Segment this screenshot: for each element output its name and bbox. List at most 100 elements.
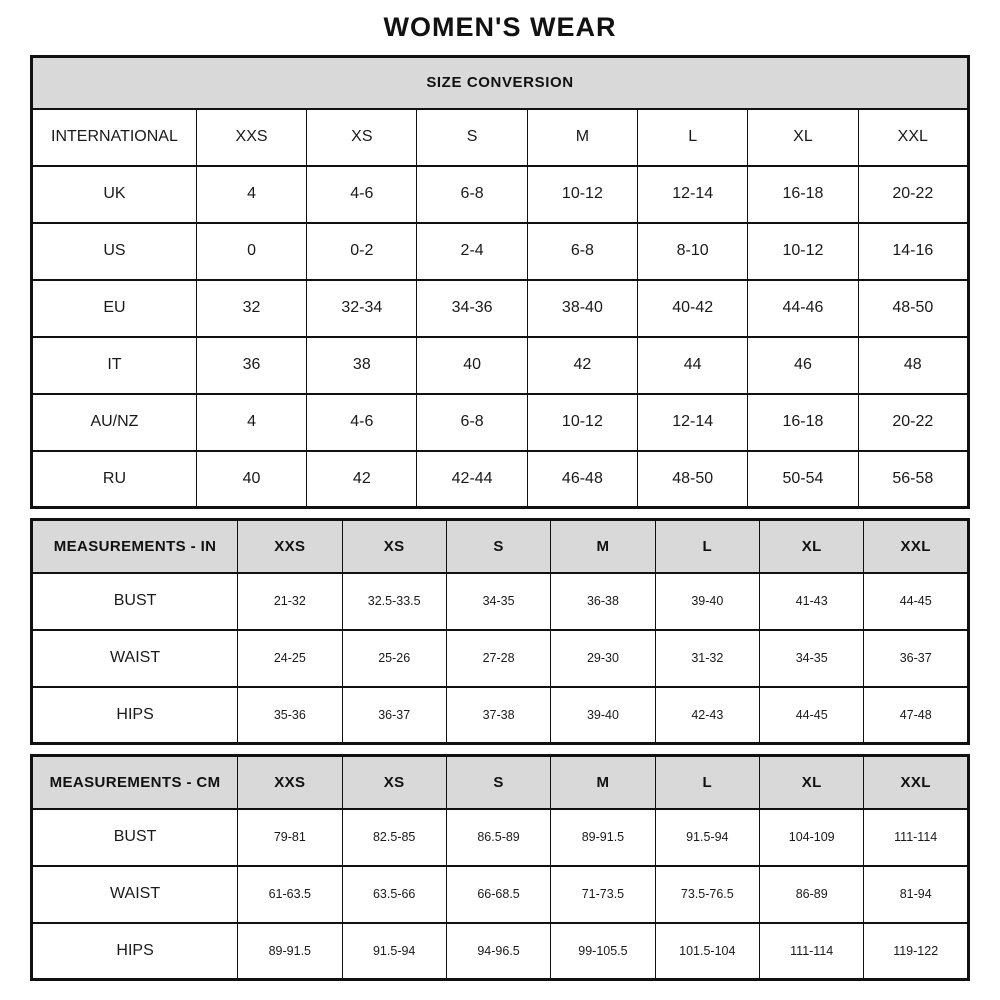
cell-waist-in-l: 31-32 (654, 628, 761, 688)
cell-hips-cm-xl: 111-114 (758, 921, 865, 981)
cell-us-xxl: 14-16 (857, 221, 970, 281)
row-label-it: IT (31, 335, 197, 395)
cell-us-l: 8-10 (637, 221, 749, 281)
cell-ru-l: 48-50 (637, 449, 749, 509)
cell-it-m: 42 (526, 335, 639, 395)
cell-aunz-xs: 4-6 (306, 392, 418, 452)
cell-it-xxs: 36 (195, 335, 308, 395)
cell-waist-cm-m: 71-73.5 (550, 864, 656, 924)
cell-bust-cm-xxl: 111-114 (863, 807, 969, 867)
cell-waist-cm-xxs: 61-63.5 (237, 864, 343, 924)
size-header-xxl: XXL (863, 518, 969, 574)
table-row-bust-in: BUST 21-32 32.5-33.5 34-35 36-38 39-40 4… (30, 571, 969, 631)
cell-bust-in-s: 34-35 (445, 571, 552, 631)
cell-waist-in-xs: 25-26 (341, 628, 447, 688)
cell-uk-s: 6-8 (416, 164, 528, 224)
cell-aunz-xl: 16-18 (747, 392, 859, 452)
cell-hips-cm-m: 99-105.5 (550, 921, 656, 981)
size-header-xxs: XXS (237, 518, 343, 574)
table-row-waist-cm: WAIST 61-63.5 63.5-66 66-68.5 71-73.5 73… (30, 864, 969, 924)
size-header-s: S (445, 518, 552, 574)
column-header-row: INTERNATIONAL XXS XS S M L XL XXL (31, 107, 970, 167)
cell-hips-in-m: 39-40 (550, 685, 656, 745)
cell-it-xxl: 48 (857, 335, 970, 395)
table-banner-row: SIZE CONVERSION (31, 55, 969, 110)
row-label-us: US (31, 221, 197, 281)
measurements-cm-title: MEASUREMENTS - CM (30, 754, 239, 810)
cell-ru-m: 46-48 (526, 449, 639, 509)
table-row-ru: RU 40 42 42-44 46-48 48-50 50-54 56-58 (31, 449, 970, 509)
table-row-uk: UK 4 4-6 6-8 10-12 12-14 16-18 20-22 (31, 164, 970, 224)
page-title: WOMEN'S WEAR (383, 12, 617, 42)
row-label-hips: HIPS (30, 921, 239, 981)
cell-uk-xs: 4-6 (306, 164, 418, 224)
row-label-aunz: AU/NZ (31, 392, 197, 452)
cell-waist-cm-xs: 63.5-66 (341, 864, 447, 924)
table-row-us: US 0 0-2 2-4 6-8 8-10 10-12 14-16 (31, 221, 970, 281)
row-label-waist: WAIST (30, 864, 239, 924)
table-row-waist-in: WAIST 24-25 25-26 27-28 29-30 31-32 34-3… (30, 628, 969, 688)
cell-bust-cm-xl: 104-109 (758, 807, 865, 867)
row-label-bust: BUST (30, 807, 239, 867)
cell-eu-xxs: 32 (195, 278, 308, 338)
cell-hips-in-xxs: 35-36 (237, 685, 343, 745)
table-row-hips-in: HIPS 35-36 36-37 37-38 39-40 42-43 44-45… (30, 685, 969, 745)
cell-bust-cm-xxs: 79-81 (237, 807, 343, 867)
size-conversion-banner: SIZE CONVERSION (31, 55, 969, 110)
cell-hips-cm-xs: 91.5-94 (341, 921, 447, 981)
size-header-xl: XL (758, 754, 865, 810)
cell-hips-in-xxl: 47-48 (863, 685, 969, 745)
table-row-bust-cm: BUST 79-81 82.5-85 86.5-89 89-91.5 91.5-… (30, 807, 969, 867)
size-header-s: S (445, 754, 552, 810)
cell-waist-in-m: 29-30 (550, 628, 656, 688)
cell-us-xxs: 0 (195, 221, 308, 281)
cell-eu-l: 40-42 (637, 278, 749, 338)
row-label-uk: UK (31, 164, 197, 224)
measurements-cm-header-row: MEASUREMENTS - CM XXS XS S M L XL XXL (30, 754, 969, 810)
cell-ru-xxs: 40 (195, 449, 308, 509)
cell-uk-xxl: 20-22 (857, 164, 970, 224)
cell-bust-cm-l: 91.5-94 (654, 807, 761, 867)
cell-uk-m: 10-12 (526, 164, 639, 224)
cell-hips-cm-l: 101.5-104 (654, 921, 761, 981)
cell-bust-in-xxs: 21-32 (237, 571, 343, 631)
cell-it-xl: 46 (747, 335, 859, 395)
cell-bust-in-xxl: 44-45 (863, 571, 969, 631)
size-header-xs: XS (341, 754, 447, 810)
cell-hips-cm-s: 94-96.5 (445, 921, 552, 981)
cell-waist-in-xxs: 24-25 (237, 628, 343, 688)
cell-aunz-xxs: 4 (195, 392, 308, 452)
cell-aunz-s: 6-8 (416, 392, 528, 452)
cell-aunz-xxl: 20-22 (857, 392, 970, 452)
cell-eu-xs: 32-34 (306, 278, 418, 338)
cell-us-xl: 10-12 (747, 221, 859, 281)
cell-it-xs: 38 (306, 335, 418, 395)
size-header-m: M (550, 518, 656, 574)
measurements-in-header-row: MEASUREMENTS - IN XXS XS S M L XL XXL (30, 518, 969, 574)
cell-hips-cm-xxs: 89-91.5 (237, 921, 343, 981)
size-conversion-table: SIZE CONVERSION INTERNATIONAL XXS XS S M… (30, 55, 970, 509)
column-header-s: S (416, 107, 528, 167)
column-header-xxs: XXS (195, 107, 308, 167)
cell-waist-in-xxl: 36-37 (863, 628, 969, 688)
cell-us-xs: 0-2 (306, 221, 418, 281)
size-header-xl: XL (758, 518, 865, 574)
cell-it-s: 40 (416, 335, 528, 395)
measurements-cm-table: MEASUREMENTS - CM XXS XS S M L XL XXL BU… (30, 754, 970, 981)
row-label-ru: RU (31, 449, 197, 509)
cell-bust-cm-m: 89-91.5 (550, 807, 656, 867)
column-header-international: INTERNATIONAL (31, 107, 197, 167)
cell-uk-xl: 16-18 (747, 164, 859, 224)
cell-eu-xxl: 48-50 (857, 278, 970, 338)
row-label-eu: EU (31, 278, 197, 338)
column-header-xl: XL (747, 107, 859, 167)
cell-ru-xs: 42 (306, 449, 418, 509)
measurements-in-title: MEASUREMENTS - IN (30, 518, 239, 574)
cell-waist-cm-xl: 86-89 (758, 864, 865, 924)
cell-uk-l: 12-14 (637, 164, 749, 224)
cell-waist-cm-xxl: 81-94 (863, 864, 969, 924)
column-header-m: M (526, 107, 639, 167)
cell-hips-cm-xxl: 119-122 (863, 921, 969, 981)
cell-hips-in-l: 42-43 (654, 685, 761, 745)
row-label-bust: BUST (30, 571, 239, 631)
